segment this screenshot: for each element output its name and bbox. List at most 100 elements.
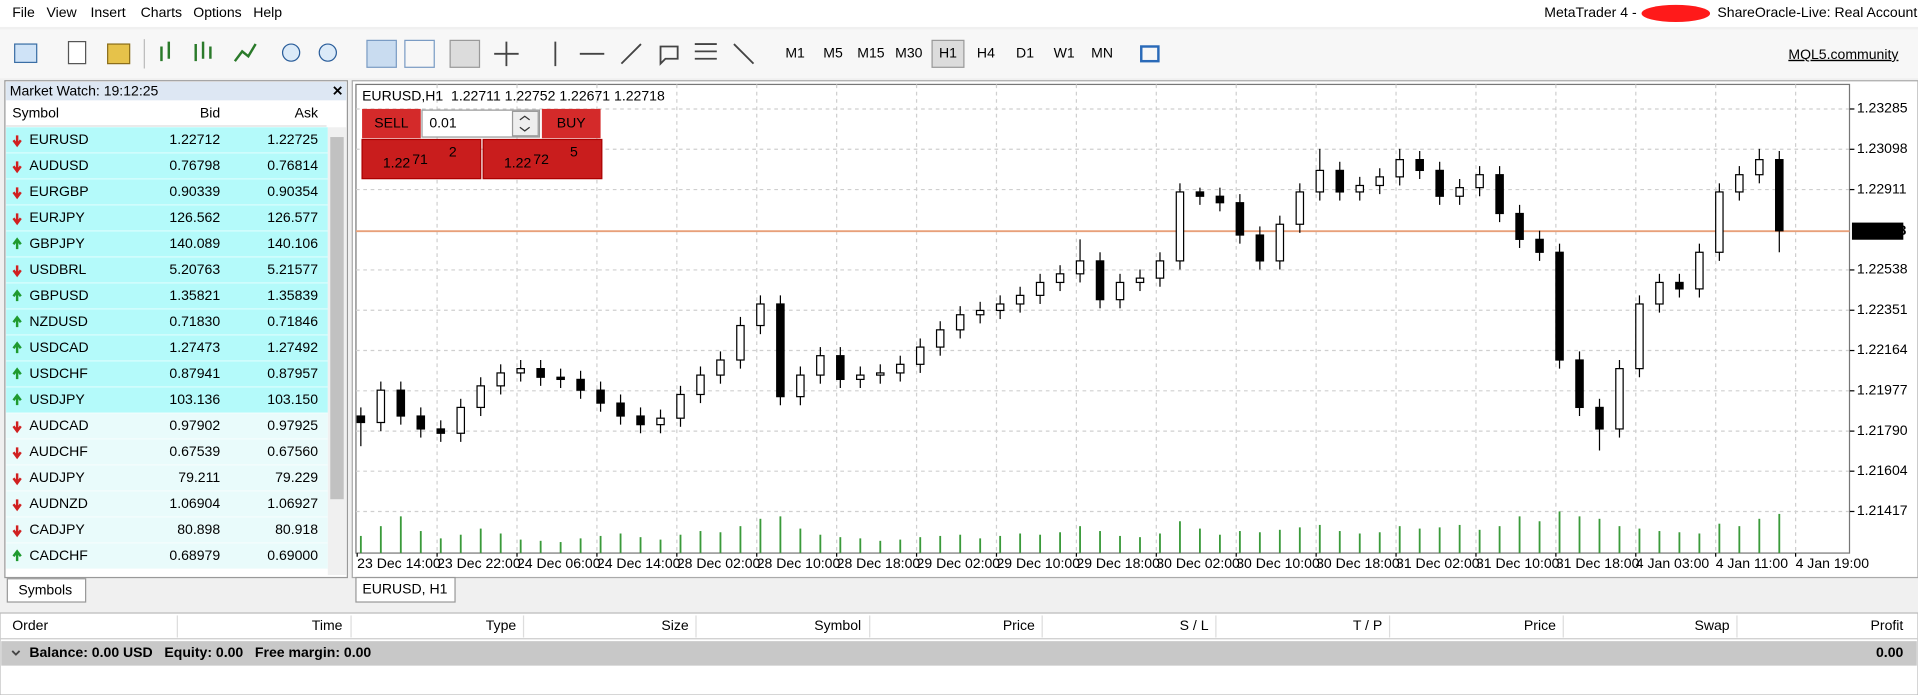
chart-type-icons[interactable] [160, 41, 257, 62]
y-tick-label: 1.22351 [1857, 301, 1908, 317]
quote-row[interactable] [6, 205, 328, 232]
y-tick-label: 1.21790 [1857, 422, 1908, 438]
bid: 0.90339 [169, 183, 220, 199]
quote-row[interactable] [6, 413, 328, 440]
quote-row[interactable] [6, 127, 328, 154]
quote-row[interactable] [6, 179, 328, 206]
quote-row[interactable] [6, 153, 328, 180]
bid: 5.20763 [169, 261, 220, 277]
candle-body [396, 389, 406, 417]
timeframe-button[interactable]: M1 [785, 45, 805, 61]
quote-row[interactable] [6, 257, 328, 284]
chart-header: EURUSD,H1 1.22711 1.22752 1.22671 1.2271… [362, 87, 665, 103]
buy-button[interactable] [541, 108, 601, 139]
chart-tab[interactable] [355, 576, 456, 603]
menu-item[interactable]: File [12, 4, 35, 20]
candle-body [1595, 406, 1604, 430]
bid: 140.089 [169, 235, 220, 251]
candle-body [356, 415, 366, 424]
menu-item[interactable]: Help [253, 4, 282, 20]
column-header: T / P [1353, 617, 1382, 633]
symbol: EURGBP [29, 183, 88, 199]
candle-body [1675, 281, 1684, 290]
y-tick-label: 1.23098 [1857, 140, 1908, 156]
symbol: USDCHF [29, 365, 88, 381]
tab[interactable] [6, 578, 87, 603]
drawing-tools[interactable] [494, 41, 755, 67]
profiles-icon[interactable] [67, 40, 87, 65]
candle-body [836, 355, 845, 381]
market-watch-icon[interactable] [107, 43, 131, 65]
quote-row[interactable] [6, 361, 328, 388]
sell-button[interactable] [362, 108, 421, 139]
candle-body [1775, 159, 1784, 232]
x-tick-label: 29 Dec 10:00 [996, 555, 1080, 571]
quote-row[interactable] [6, 465, 328, 492]
lot-spinner[interactable] [511, 110, 539, 137]
timeframe-button[interactable]: W1 [1054, 45, 1075, 61]
direction-arrow [12, 315, 22, 328]
quote-row[interactable] [6, 439, 328, 466]
price-box[interactable] [482, 138, 603, 180]
ask: 0.67560 [267, 443, 318, 459]
quote-row[interactable] [6, 543, 328, 570]
timeframe-button[interactable]: H4 [977, 45, 995, 61]
community-link[interactable]: MQL5.community [1788, 46, 1898, 62]
chart-shift-icon[interactable] [404, 39, 435, 68]
column-header: Type [486, 617, 517, 633]
zoom-out-icon[interactable] [318, 43, 337, 62]
x-tick-label: 31 Dec 10:00 [1476, 555, 1560, 571]
candle-body [1735, 174, 1744, 193]
cursor-icon[interactable] [449, 39, 481, 68]
toolbar-icons [14, 39, 1160, 69]
menu-item[interactable]: View [46, 4, 77, 20]
x-tick-label: 30 Dec 02:00 [1156, 555, 1240, 571]
quote-row[interactable] [6, 335, 328, 362]
column-header: Price [1524, 617, 1556, 633]
bid: 1.35821 [169, 287, 220, 303]
candle-body [1695, 251, 1704, 290]
x-tick-label: 4 Jan 11:00 [1716, 555, 1789, 571]
symbol: CADJPY [29, 521, 85, 537]
direction-arrow [12, 161, 22, 174]
timeframe-button[interactable]: M30 [895, 45, 923, 61]
close-button[interactable] [333, 86, 342, 95]
zoom-in-icon[interactable] [281, 43, 301, 62]
quote-row[interactable] [6, 517, 328, 544]
ask: 5.21577 [267, 261, 318, 277]
candle-body [856, 374, 865, 381]
menu-item[interactable]: Insert [91, 4, 126, 20]
quote-row[interactable] [6, 491, 328, 518]
menu-item[interactable]: Options [193, 4, 241, 20]
candle-body [1055, 273, 1065, 284]
direction-arrow [12, 341, 22, 354]
new-chart-icon[interactable] [14, 43, 38, 64]
quote-row[interactable] [6, 387, 328, 414]
quote-row[interactable] [6, 283, 328, 310]
timeframe-button[interactable]: M15 [857, 45, 885, 61]
symbol: AUDNZD [29, 495, 88, 511]
symbol: USDJPY [29, 391, 85, 407]
bid: 0.71830 [169, 313, 220, 329]
ask: 140.106 [267, 235, 318, 251]
direction-arrow [12, 549, 22, 562]
timeframe-button[interactable]: MN [1091, 45, 1113, 61]
timeframe-button[interactable]: M5 [823, 45, 843, 61]
symbol: GBPJPY [29, 235, 85, 251]
candle-body [1095, 260, 1105, 301]
candle-body [1075, 260, 1085, 275]
chart-tab-label: EURUSD, H1 [362, 580, 447, 596]
menu-item[interactable]: Charts [141, 4, 182, 20]
ask: 126.577 [267, 209, 318, 225]
price-box[interactable] [361, 138, 482, 180]
fullscreen-icon[interactable] [1140, 45, 1160, 63]
ask: 0.76814 [267, 157, 318, 173]
quote-row[interactable] [6, 231, 328, 258]
timeframe-button[interactable]: H1 [939, 45, 957, 61]
scrollbar-thumb[interactable] [330, 137, 344, 500]
autoscroll-icon[interactable] [366, 39, 397, 68]
timeframe-button[interactable]: D1 [1016, 45, 1034, 61]
quote-row[interactable] [6, 309, 328, 336]
candle-body [576, 378, 585, 391]
x-tick-label: 30 Dec 18:00 [1316, 555, 1400, 571]
